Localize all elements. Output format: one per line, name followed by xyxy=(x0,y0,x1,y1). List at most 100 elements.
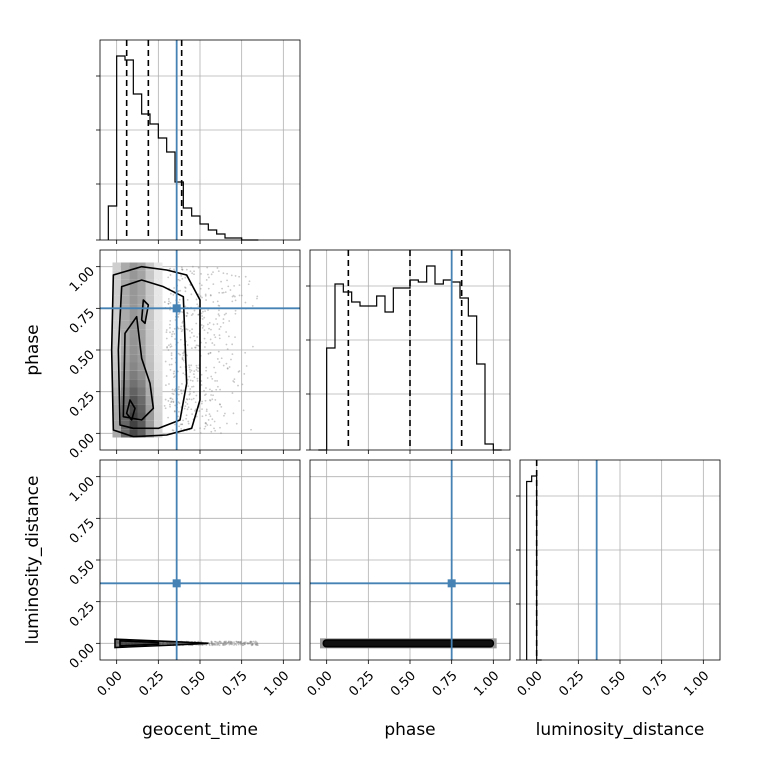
scatter-point xyxy=(234,309,237,312)
scatter-point xyxy=(190,331,193,334)
scatter-point xyxy=(213,344,216,346)
scatter-point xyxy=(171,333,174,336)
scatter-point xyxy=(201,644,204,646)
scatter-point xyxy=(223,414,225,417)
density-cell xyxy=(112,420,121,430)
density-cell xyxy=(154,262,163,271)
scatter-point xyxy=(180,274,183,277)
scatter-point xyxy=(193,339,196,342)
scatter-point xyxy=(167,298,170,300)
scatter-point xyxy=(185,414,188,417)
scatter-point xyxy=(205,408,208,411)
scatter-point xyxy=(221,287,223,290)
scatter-point xyxy=(193,270,195,273)
scatter-point xyxy=(195,368,198,371)
scatter-point xyxy=(169,301,172,304)
density-cell xyxy=(137,387,146,396)
scatter-point xyxy=(233,381,236,383)
scatter-point xyxy=(186,398,189,401)
scatter-point xyxy=(177,289,180,292)
scatter-point xyxy=(200,284,203,287)
density-cell xyxy=(137,395,146,405)
scatter-point xyxy=(169,308,171,311)
scatter-point xyxy=(234,299,237,302)
scatter-point xyxy=(220,432,222,435)
scatter-point xyxy=(165,331,168,334)
scatter-point xyxy=(163,404,166,407)
scatter-point xyxy=(238,275,241,278)
scatter-point xyxy=(179,366,182,369)
scatter-point xyxy=(201,315,203,317)
scatter-point xyxy=(169,267,172,270)
scatter-point xyxy=(205,387,207,389)
density-cell xyxy=(112,279,121,288)
scatter-point xyxy=(181,321,184,324)
scatter-point xyxy=(191,413,194,416)
scatter-point xyxy=(215,318,217,320)
scatter-point xyxy=(211,342,214,344)
scatter-point xyxy=(211,390,213,392)
scatter-point xyxy=(208,413,211,416)
scatter-point xyxy=(231,295,234,298)
scatter-point xyxy=(194,346,197,349)
scatter-point xyxy=(169,368,172,371)
scatter-point xyxy=(209,338,212,341)
scatter-point xyxy=(201,326,204,329)
scatter-point xyxy=(177,278,180,281)
scatter-panel-luminosity_distance-vs-geocent_time xyxy=(96,459,301,664)
scatter-point xyxy=(201,400,204,403)
scatter-point xyxy=(226,367,229,370)
scatter-point xyxy=(183,407,186,410)
scatter-point xyxy=(225,312,227,315)
scatter-point xyxy=(179,338,182,341)
scatter-point xyxy=(238,284,241,287)
scatter-point xyxy=(218,640,221,643)
contour-line xyxy=(122,315,155,421)
density-cell xyxy=(154,370,163,380)
scatter-point xyxy=(242,644,245,647)
density-cell xyxy=(154,270,163,280)
scatter-point xyxy=(188,398,191,400)
scatter-point xyxy=(199,427,201,429)
scatter-point xyxy=(172,330,174,333)
scatter-point xyxy=(177,410,180,413)
scatter-point xyxy=(209,351,212,354)
scatter-point xyxy=(170,401,173,404)
scatter-point xyxy=(174,404,177,407)
scatter-point xyxy=(214,379,216,382)
x-tick-label: 1.00 xyxy=(681,668,712,699)
scatter-point xyxy=(194,401,197,404)
scatter-point xyxy=(256,297,258,300)
x-tick-label: 0.25 xyxy=(556,668,587,699)
scatter-panel-luminosity_distance-vs-phase xyxy=(309,459,511,664)
scatter-point xyxy=(208,276,210,279)
scatter-point xyxy=(231,343,234,346)
scatter-point xyxy=(218,304,221,307)
scatter-point xyxy=(204,399,207,402)
scatter-point xyxy=(164,398,167,401)
scatter-point xyxy=(167,416,170,419)
scatter-point xyxy=(232,412,235,415)
density-cell xyxy=(129,404,138,413)
scatter-point xyxy=(239,642,242,645)
scatter-point xyxy=(252,345,254,348)
scatter-point xyxy=(184,276,187,279)
scatter-point xyxy=(209,294,212,296)
scatter-point xyxy=(181,320,184,323)
scatter-point xyxy=(201,408,203,411)
density-cell xyxy=(120,379,130,388)
scatter-point xyxy=(181,423,183,426)
scatter-point xyxy=(223,313,226,316)
y-tick-label: 0.25 xyxy=(67,599,98,630)
scatter-point xyxy=(200,380,203,382)
scatter-point xyxy=(170,335,173,338)
scatter-point xyxy=(182,359,185,362)
x-tick-label: 0.75 xyxy=(640,668,671,699)
scatter-point xyxy=(233,644,235,646)
scatter-point xyxy=(177,401,180,404)
scatter-point xyxy=(190,293,193,296)
scatter-point xyxy=(225,331,228,333)
density-cell xyxy=(145,395,155,405)
scatter-point xyxy=(196,303,199,306)
scatter-point xyxy=(195,364,198,367)
